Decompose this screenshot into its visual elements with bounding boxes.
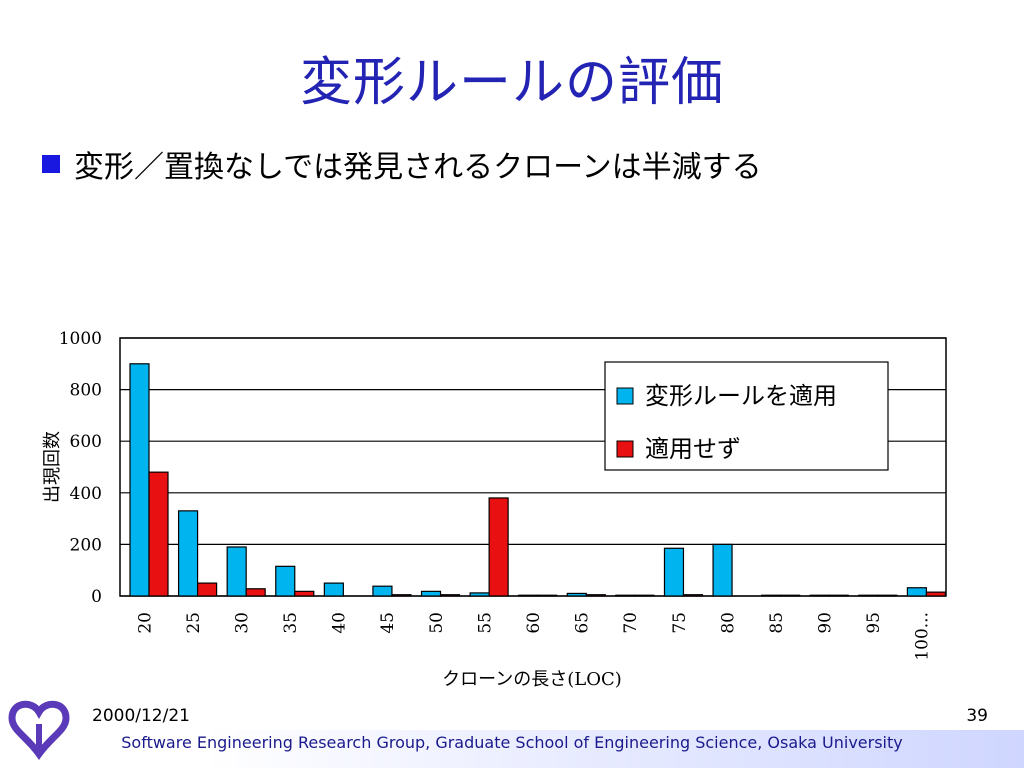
x-tick-label: 55	[475, 612, 495, 634]
bar-series-2	[196, 582, 218, 597]
bar-series-2	[780, 594, 801, 597]
bar-series-2	[537, 594, 558, 597]
x-tick-label: 20	[135, 612, 155, 634]
page-number: 39	[966, 706, 988, 726]
legend-swatch	[616, 387, 634, 405]
bar-series-1	[226, 546, 247, 597]
x-tick-label: 60	[524, 612, 544, 634]
x-tick-label: 75	[670, 612, 690, 634]
x-axis-title: クローンの長さ(LOC)	[442, 669, 622, 690]
bar-series-2	[877, 594, 898, 597]
bar-series-1	[323, 582, 344, 597]
y-tick-label: 800	[70, 381, 102, 401]
x-tick-label: 35	[281, 612, 301, 634]
x-tick-label: 95	[864, 612, 884, 634]
legend-label: 変形ルールを適用	[645, 382, 837, 410]
bar-series-2	[828, 594, 849, 597]
bar-series-1	[712, 543, 733, 597]
x-tick-label: 50	[427, 612, 447, 634]
bar-series-2	[634, 594, 655, 597]
x-tick-label: 40	[330, 612, 350, 634]
legend-box	[604, 361, 889, 471]
footer-text: Software Engineering Research Group, Gra…	[121, 733, 903, 752]
bar-series-1	[566, 592, 587, 597]
bar-series-2	[488, 497, 509, 597]
bar-series-1	[858, 594, 879, 597]
y-axis-title: 出現回数	[42, 431, 63, 503]
bar-series-2	[439, 594, 461, 597]
x-tick-label: 65	[573, 612, 593, 634]
bar-series-1	[177, 510, 199, 597]
x-tick-label: 30	[232, 612, 252, 634]
x-tick-label: 90	[816, 612, 836, 634]
bar-series-1	[663, 547, 685, 597]
x-tick-label: 80	[718, 612, 738, 634]
footer-band	[0, 730, 1024, 768]
y-tick-label: 200	[70, 535, 102, 555]
bar-series-1	[615, 594, 636, 597]
bar-series-1	[372, 585, 393, 597]
bar-series-2	[294, 590, 315, 597]
bar-series-1	[420, 590, 442, 597]
bar-series-2	[925, 591, 947, 597]
bar-series-2	[585, 594, 606, 597]
y-tick-label: 0	[91, 587, 102, 607]
bar-series-2	[391, 594, 412, 597]
legend-label: 適用せず	[645, 435, 741, 463]
bar-series-1	[906, 587, 928, 597]
legend-swatch	[616, 440, 634, 458]
bullet-text: 変形／置換なしでは発見されるクローンは半減する	[74, 150, 762, 185]
bar-series-2	[148, 471, 169, 597]
bullet-square-icon	[42, 155, 60, 173]
x-tick-label: 25	[184, 612, 204, 634]
x-tick-label: 100...	[913, 612, 933, 661]
bar-series-1	[469, 592, 490, 597]
bar-series-1	[275, 565, 296, 597]
x-tick-label: 45	[378, 612, 398, 634]
bar-series-1	[518, 594, 539, 597]
footer-date: 2000/12/21	[92, 706, 190, 726]
x-tick-label: 70	[621, 612, 641, 634]
bar-series-2	[682, 594, 704, 597]
bar-series-1	[761, 594, 782, 597]
bar-series-2	[245, 588, 266, 597]
y-tick-label: 1000	[59, 329, 102, 349]
bar-series-1	[809, 594, 830, 597]
university-logo-icon	[8, 700, 70, 760]
bar-series-1	[129, 363, 150, 597]
x-tick-label: 85	[767, 612, 787, 634]
bullet-point: 変形／置換なしでは発見されるクローンは半減する	[42, 142, 762, 186]
y-tick-label: 600	[70, 432, 102, 452]
y-tick-label: 400	[70, 484, 102, 504]
slide-title: 変形ルールの評価	[299, 53, 724, 113]
